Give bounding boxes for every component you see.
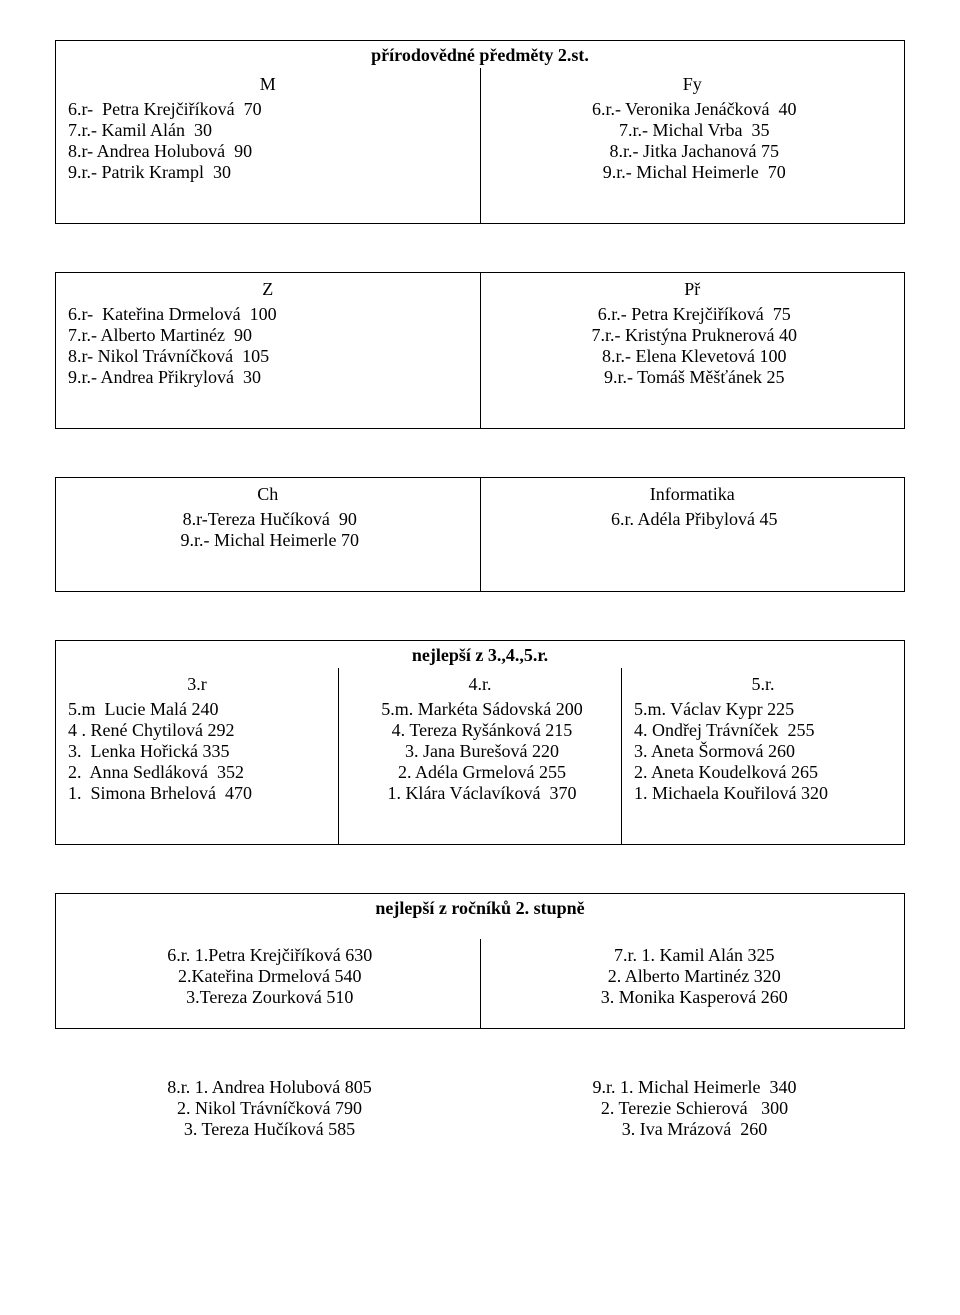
cell-inf: Informatika 6.r. Adéla Přibylová 45 xyxy=(480,478,905,592)
list-3r: 5.m Lucie Malá 2404 . René Chytilová 292… xyxy=(64,699,330,804)
pair-8r-9r: 8.r. 1. Andrea Holubová 8052. Nikol Tráv… xyxy=(55,1077,905,1140)
list-item: 6.r. Adéla Přibylová 45 xyxy=(493,509,897,530)
cell-m: M 6.r- Petra Krejčiříková 707.r.- Kamil … xyxy=(56,68,481,224)
list-item: 7.r.- Kamil Alán 30 xyxy=(68,120,472,141)
list-item: 6.r.- Petra Krejčiříková 75 xyxy=(493,304,897,325)
cell-5r: 5.r. 5.m. Václav Kypr 2254. Ondřej Trávn… xyxy=(622,668,905,845)
list-item: 8.r. 1. Andrea Holubová 805 xyxy=(59,1077,480,1098)
header-inf: Informatika xyxy=(489,484,897,505)
table5-title: nejlepší z ročníků 2. stupně xyxy=(56,894,905,940)
list-item: 3. Jana Burešová 220 xyxy=(351,741,613,762)
list-z: 6.r- Kateřina Drmelová 1007.r.- Alberto … xyxy=(64,304,472,388)
list-7r: 7.r. 1. Kamil Alán 3252. Alberto Martiné… xyxy=(489,945,897,1008)
cell-fy: Fy 6.r.- Veronika Jenáčková 407.r.- Mich… xyxy=(480,68,905,224)
list-m: 6.r- Petra Krejčiříková 707.r.- Kamil Al… xyxy=(64,99,472,183)
list-item: 2. Anna Sedláková 352 xyxy=(68,762,330,783)
cell-6r: 6.r. 1.Petra Krejčiříková 6302.Kateřina … xyxy=(56,939,481,1029)
table-best-345: nejlepší z 3.,4.,5.r. 3.r 5.m Lucie Malá… xyxy=(55,640,905,845)
table4-title: nejlepší z 3.,4.,5.r. xyxy=(56,641,905,669)
header-m: M xyxy=(64,74,472,95)
table-subjects-m-fy: přírodovědné předměty 2.st. M 6.r- Petra… xyxy=(55,40,905,224)
cell-4r: 4.r. 5.m. Markéta Sádovská 2004. Tereza … xyxy=(339,668,622,845)
list-item: 8.r- Nikol Trávníčková 105 xyxy=(68,346,472,367)
cell-7r: 7.r. 1. Kamil Alán 3252. Alberto Martiné… xyxy=(480,939,905,1029)
list-item: 8.r-Tereza Hučíková 90 xyxy=(68,509,472,530)
table1-title: přírodovědné předměty 2.st. xyxy=(56,41,905,69)
table-subjects-z-pr: Z 6.r- Kateřina Drmelová 1007.r.- Albert… xyxy=(55,272,905,429)
table-subjects-ch-inf: Ch 8.r-Tereza Hučíková 909.r.- Michal He… xyxy=(55,477,905,592)
list-item: 8.r.- Jitka Jachanová 75 xyxy=(493,141,897,162)
cell-8r: 8.r. 1. Andrea Holubová 8052. Nikol Tráv… xyxy=(55,1077,480,1140)
cell-9r: 9.r. 1. Michal Heimerle 3402. Terezie Sc… xyxy=(480,1077,905,1140)
list-item: 1. Klára Václavíková 370 xyxy=(351,783,613,804)
list-ch: 8.r-Tereza Hučíková 909.r.- Michal Heime… xyxy=(64,509,472,551)
cell-ch: Ch 8.r-Tereza Hučíková 909.r.- Michal He… xyxy=(56,478,481,592)
list-item: 4. Ondřej Trávníček 255 xyxy=(634,720,896,741)
list-item: 6.r. 1.Petra Krejčiříková 630 xyxy=(68,945,472,966)
list-item: 8.r- Andrea Holubová 90 xyxy=(68,141,472,162)
header-4r: 4.r. xyxy=(347,674,613,695)
list-item: 1. Michaela Kouřilová 320 xyxy=(634,783,896,804)
list-item: 4 . René Chytilová 292 xyxy=(68,720,330,741)
list-item: 6.r- Petra Krejčiříková 70 xyxy=(68,99,472,120)
list-item: 3. Iva Mrázová 260 xyxy=(484,1119,905,1140)
header-z: Z xyxy=(64,279,472,300)
list-item: 5.m. Václav Kypr 225 xyxy=(634,699,896,720)
list-item: 2. Nikol Trávníčková 790 xyxy=(59,1098,480,1119)
list-item: 7.r.- Michal Vrba 35 xyxy=(493,120,897,141)
list-8r: 8.r. 1. Andrea Holubová 8052. Nikol Tráv… xyxy=(55,1077,480,1140)
list-item: 6.r- Kateřina Drmelová 100 xyxy=(68,304,472,325)
list-4r: 5.m. Markéta Sádovská 2004. Tereza Ryšán… xyxy=(347,699,613,804)
list-item: 7.r.- Kristýna Pruknerová 40 xyxy=(493,325,897,346)
header-ch: Ch xyxy=(64,484,472,505)
list-item: 3. Monika Kasperová 260 xyxy=(493,987,897,1008)
list-item: 2. Aneta Koudelková 265 xyxy=(634,762,896,783)
list-item: 2. Terezie Schierová 300 xyxy=(484,1098,905,1119)
list-item: 9.r.- Tomáš Měšťánek 25 xyxy=(493,367,897,388)
list-item: 6.r.- Veronika Jenáčková 40 xyxy=(493,99,897,120)
list-item: 9.r.- Michal Heimerle 70 xyxy=(68,530,472,551)
cell-pr: Př 6.r.- Petra Krejčiříková 757.r.- Kris… xyxy=(480,273,905,429)
list-item: 7.r.- Alberto Martinéz 90 xyxy=(68,325,472,346)
table-best-2stupen-a: nejlepší z ročníků 2. stupně 6.r. 1.Petr… xyxy=(55,893,905,1029)
list-item: 4. Tereza Ryšánková 215 xyxy=(351,720,613,741)
list-item: 5.m. Markéta Sádovská 200 xyxy=(351,699,613,720)
header-3r: 3.r xyxy=(64,674,330,695)
list-item: 8.r.- Elena Klevetová 100 xyxy=(493,346,897,367)
list-item: 9.r. 1. Michal Heimerle 340 xyxy=(484,1077,905,1098)
cell-z: Z 6.r- Kateřina Drmelová 1007.r.- Albert… xyxy=(56,273,481,429)
list-item: 5.m Lucie Malá 240 xyxy=(68,699,330,720)
list-item: 9.r.- Patrik Krampl 30 xyxy=(68,162,472,183)
list-item: 3. Lenka Hořická 335 xyxy=(68,741,330,762)
list-item: 9.r.- Michal Heimerle 70 xyxy=(493,162,897,183)
list-6r: 6.r. 1.Petra Krejčiříková 6302.Kateřina … xyxy=(64,945,472,1008)
list-5r: 5.m. Václav Kypr 2254. Ondřej Trávníček … xyxy=(630,699,896,804)
header-fy: Fy xyxy=(489,74,897,95)
list-item: 3. Aneta Šormová 260 xyxy=(634,741,896,762)
list-inf: 6.r. Adéla Přibylová 45 xyxy=(489,509,897,530)
list-item: 9.r.- Andrea Přikrylová 30 xyxy=(68,367,472,388)
list-item: 2. Adéla Grmelová 255 xyxy=(351,762,613,783)
list-item: 1. Simona Brhelová 470 xyxy=(68,783,330,804)
list-9r: 9.r. 1. Michal Heimerle 3402. Terezie Sc… xyxy=(480,1077,905,1140)
header-5r: 5.r. xyxy=(630,674,896,695)
list-item: 2. Alberto Martinéz 320 xyxy=(493,966,897,987)
list-fy: 6.r.- Veronika Jenáčková 407.r.- Michal … xyxy=(489,99,897,183)
cell-3r: 3.r 5.m Lucie Malá 2404 . René Chytilová… xyxy=(56,668,339,845)
list-item: 2.Kateřina Drmelová 540 xyxy=(68,966,472,987)
list-pr: 6.r.- Petra Krejčiříková 757.r.- Kristýn… xyxy=(489,304,897,388)
header-pr: Př xyxy=(489,279,897,300)
list-item: 3. Tereza Hučíková 585 xyxy=(59,1119,480,1140)
list-item: 3.Tereza Zourková 510 xyxy=(68,987,472,1008)
list-item: 7.r. 1. Kamil Alán 325 xyxy=(493,945,897,966)
